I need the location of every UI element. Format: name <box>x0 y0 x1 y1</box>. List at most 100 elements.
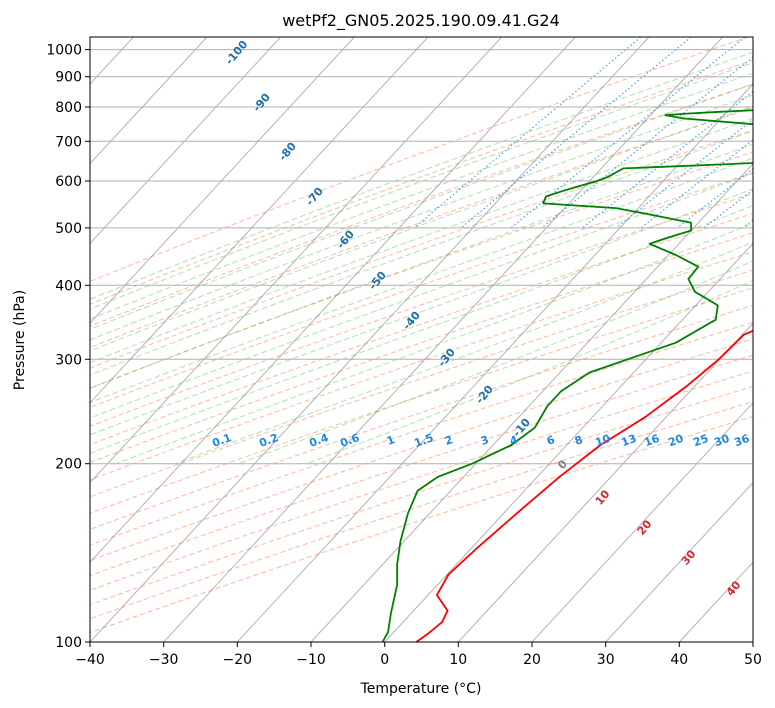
dry-adiabat-label: -90 <box>250 91 273 115</box>
dry-adiabat-line <box>90 401 753 620</box>
moist-adiabat-label: 30 <box>679 547 699 567</box>
isotherms <box>0 37 753 642</box>
y-axis-label: Pressure (hPa) <box>12 290 28 390</box>
y-tick-label: 700 <box>55 134 82 150</box>
mixing-ratio-line <box>510 37 746 229</box>
mixing-ratio-line <box>582 90 753 229</box>
sounding-series <box>381 109 753 642</box>
isotherm-line <box>163 37 724 642</box>
isotherm-line <box>752 641 753 642</box>
x-tick-label: −40 <box>75 652 105 668</box>
mixing-ratio-label: 4 <box>508 433 520 448</box>
moist-adiabat-line <box>90 143 753 389</box>
x-tick-label: 10 <box>449 652 467 668</box>
y-axis: 100 200 300 400 500 600 700 800 900 1000 <box>46 43 90 651</box>
moist-adiabat-line <box>115 222 753 465</box>
mixing-ratio-label: 0.4 <box>307 431 330 450</box>
x-tick-label: 20 <box>523 652 541 668</box>
pressure-gridlines <box>90 49 753 642</box>
dry-adiabat-line <box>90 304 753 530</box>
mixing-ratio-label: 6 <box>545 433 557 448</box>
moist-adiabat-line <box>238 260 753 465</box>
mixing-ratio-label: 16 <box>642 432 661 450</box>
mixing-ratio-label: 25 <box>691 432 710 449</box>
mixing-ratio-label: 10 <box>593 432 612 450</box>
isotherm-line <box>90 37 650 642</box>
dry-adiabat-line <box>90 269 753 498</box>
dry-adiabat-line <box>90 151 753 389</box>
y-tick-label: 500 <box>55 221 82 237</box>
dry-adiabat-line <box>90 321 753 546</box>
dry-adiabat-line <box>90 37 748 283</box>
x-tick-label: −30 <box>149 652 179 668</box>
dry-adiabat-label: -100 <box>223 38 251 68</box>
dry-adiabat-line <box>90 232 753 464</box>
dry-adiabat-line <box>90 192 753 427</box>
mixing-ratio-lines <box>413 37 753 229</box>
isotherm-line <box>531 402 753 642</box>
mixing-ratio-label: 30 <box>712 432 731 450</box>
dry-adiabat-line <box>90 59 753 305</box>
isotherm-line <box>90 37 576 563</box>
isotherm-line <box>90 37 282 245</box>
plot-area: -100-90-80-70-60-50-40-30-20-10102030400… <box>0 37 753 642</box>
mixing-ratio-line <box>460 37 692 229</box>
mixing-ratio-label: 1.5 <box>412 431 435 450</box>
mixing-ratio-label: 8 <box>573 433 585 448</box>
dry-adiabat-label: -40 <box>400 309 423 333</box>
mixing-ratio-label: 0.1 <box>210 431 233 450</box>
dry-adiabat-label: -80 <box>276 140 299 164</box>
plot-frame <box>89 36 754 643</box>
moist-adiabat-line <box>90 62 753 310</box>
mixing-ratio-line <box>541 56 753 229</box>
dry-adiabat-line <box>90 415 753 634</box>
mixing-ratio-label: 36 <box>732 432 751 450</box>
x-tick-label: 30 <box>597 652 615 668</box>
moist-adiabats <box>90 51 753 465</box>
mixing-ratio-label: 2 <box>443 433 455 448</box>
moist-adiabat-line <box>90 105 753 352</box>
x-tick-label: −20 <box>223 652 253 668</box>
isotherm-line <box>90 37 355 324</box>
moist-adiabat-line <box>90 72 753 320</box>
y-tick-label: 200 <box>55 457 82 473</box>
x-tick-label: −10 <box>296 652 326 668</box>
moist-adiabat-label: 20 <box>635 517 655 537</box>
isotherm-line <box>310 162 753 642</box>
line-labels: -100-90-80-70-60-50-40-30-20-10102030400… <box>210 38 751 599</box>
isotherm-line <box>384 242 753 642</box>
isotherm-line <box>90 37 429 404</box>
moist-adiabat-line <box>90 157 753 404</box>
mixing-ratio-label: 0.2 <box>257 431 280 450</box>
dry-adiabat-label: -50 <box>366 269 389 293</box>
chart-title: wetPf2_GN05.2025.190.09.41.G24 <box>282 11 560 31</box>
moist-adiabat-line <box>90 94 753 341</box>
mixing-ratio-label: 3 <box>479 433 491 448</box>
dry-adiabats <box>90 37 753 634</box>
y-tick-label: 900 <box>55 70 82 86</box>
isotherm-line <box>605 481 753 642</box>
y-tick-label: 100 <box>55 635 82 651</box>
moist-adiabat-line <box>174 241 753 465</box>
mixing-ratio-label: 1 <box>385 433 397 448</box>
isotherm-line <box>90 37 208 165</box>
dewpoint-line <box>381 109 753 642</box>
y-tick-label: 300 <box>55 352 82 368</box>
x-tick-label: 40 <box>670 652 688 668</box>
moist-adiabat-label: 10 <box>593 487 613 507</box>
moist-adiabat-line <box>90 130 753 376</box>
x-axis: −40 −30 −20 −10 0 10 20 30 40 50 <box>75 642 762 668</box>
dry-adiabat-line <box>90 354 753 577</box>
dry-adiabat-line <box>90 212 753 446</box>
y-tick-label: 1000 <box>46 43 82 59</box>
isotherm-line <box>236 83 753 642</box>
mixing-ratio-line <box>413 37 642 229</box>
moist-adiabat-line <box>90 51 753 300</box>
temperature-line <box>415 329 753 642</box>
isotherm-line <box>0 37 60 642</box>
moist-adiabat-label: 40 <box>724 578 744 598</box>
dry-adiabat-label: -70 <box>303 185 326 209</box>
y-tick-label: 800 <box>55 100 82 116</box>
isotherm-line <box>90 37 503 484</box>
